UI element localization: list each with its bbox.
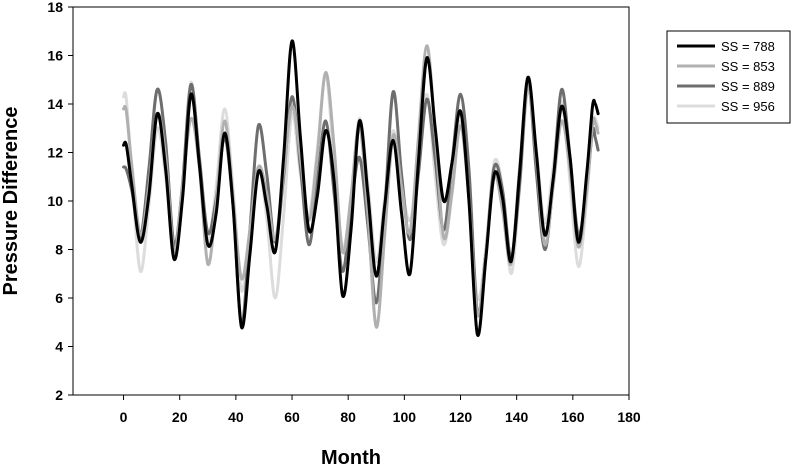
y-tick-label: 10 xyxy=(47,193,63,209)
legend: SS = 788 SS = 853 SS = 889 SS = 956 xyxy=(666,30,791,124)
x-axis: 0 20 40 60 80 100 120 140 160 180 xyxy=(120,395,641,425)
y-tick-label: 6 xyxy=(55,290,63,306)
y-tick-label: 12 xyxy=(47,145,63,161)
x-tick-label: 180 xyxy=(617,409,641,425)
legend-label-1: SS = 788 xyxy=(721,39,775,54)
y-axis-title: Pressure Difference xyxy=(0,107,22,296)
series-line-1 xyxy=(122,39,600,337)
series-layer xyxy=(122,39,600,337)
legend-label-2: SS = 853 xyxy=(721,59,775,74)
x-tick-label: 140 xyxy=(505,409,529,425)
x-tick-label: 60 xyxy=(284,409,300,425)
y-tick-label: 8 xyxy=(55,242,63,258)
x-tick-label: 160 xyxy=(561,409,585,425)
y-axis: 2 4 6 8 10 12 14 16 18 xyxy=(47,0,73,403)
y-tick-label: 18 xyxy=(47,0,63,15)
x-tick-label: 20 xyxy=(172,409,188,425)
legend-label-3: SS = 889 xyxy=(721,79,775,94)
legend-label-4: SS = 956 xyxy=(721,99,775,114)
y-tick-label: 4 xyxy=(55,339,63,355)
y-tick-label: 2 xyxy=(55,387,63,403)
x-tick-label: 100 xyxy=(393,409,417,425)
x-tick-label: 40 xyxy=(228,409,244,425)
x-tick-label: 80 xyxy=(340,409,356,425)
x-tick-label: 120 xyxy=(449,409,473,425)
y-tick-label: 16 xyxy=(47,48,63,64)
x-axis-title: Month xyxy=(321,447,381,466)
x-tick-label: 0 xyxy=(120,409,128,425)
y-tick-label: 14 xyxy=(47,96,63,112)
